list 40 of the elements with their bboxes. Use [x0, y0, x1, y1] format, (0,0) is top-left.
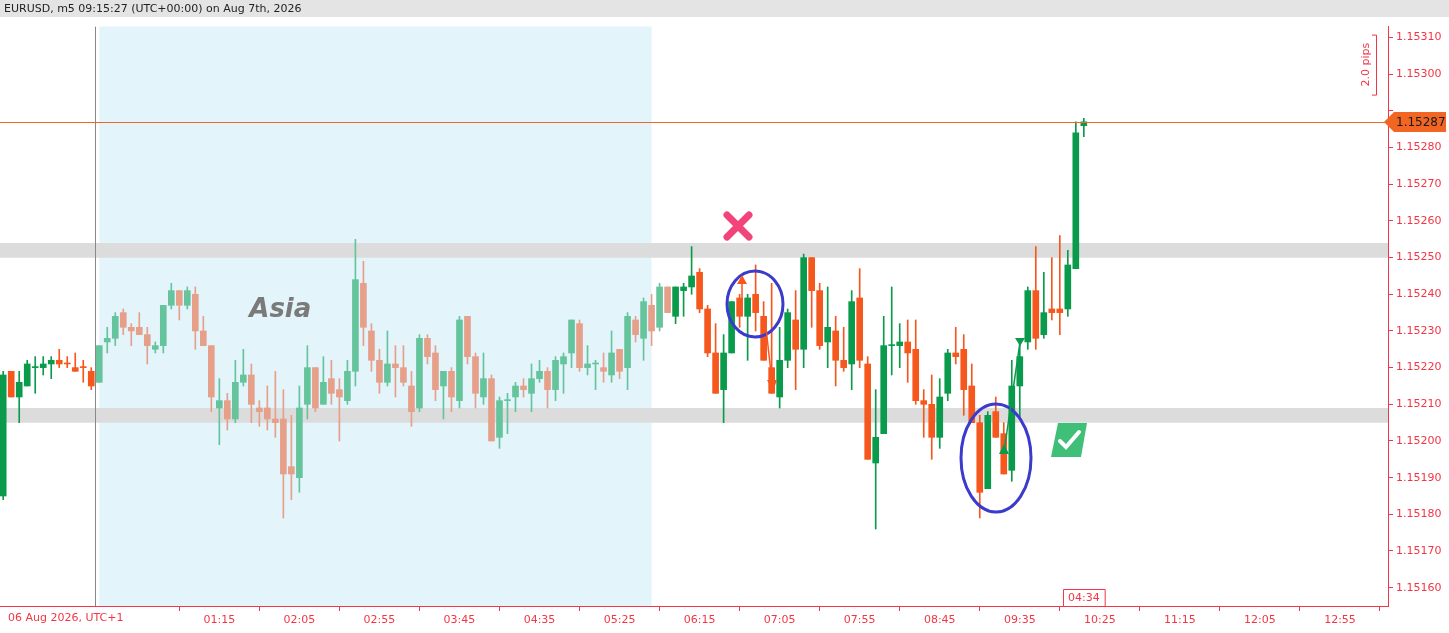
candlestick	[824, 286, 832, 368]
x-tick-label: 02:05	[283, 613, 316, 627]
annotation: 04:34	[1067, 590, 1100, 604]
band-label: Asia	[247, 293, 312, 324]
x-tick-label: 08:45	[923, 613, 956, 627]
y-tick-label: 1.15180	[1396, 507, 1442, 521]
candlestick	[216, 378, 223, 445]
text: 06 Aug 2026, UTC+1	[8, 610, 124, 624]
x-tick-label: 09:35	[1003, 613, 1036, 627]
x-tick-label: 12:05	[1244, 613, 1276, 627]
y-tick-label: 1.15230	[1396, 323, 1442, 337]
x-tick-label: 10:25	[1083, 613, 1116, 627]
x-tick-label: 12:55	[1324, 613, 1356, 627]
candlestick	[47, 356, 55, 379]
y-tick-label: 1.15210	[1396, 397, 1442, 411]
y-tick-label: 1.15300	[1396, 67, 1442, 81]
y-tick-label: 1.15160	[1396, 580, 1442, 594]
y-tick-label: 1.15220	[1396, 360, 1442, 374]
candlestick	[872, 389, 880, 530]
y-tick-label: 1.15270	[1396, 177, 1442, 191]
annotation: 2.0 pips	[1358, 42, 1372, 87]
y-tick-label: 1.15170	[1396, 543, 1442, 557]
x-tick-label: 07:05	[763, 613, 796, 627]
y-tick-label: 1.15200	[1396, 433, 1442, 447]
y-tick-label: 1.15190	[1396, 470, 1442, 484]
y-tick-label: 1.15240	[1396, 287, 1442, 301]
y-tick-label: 1.15280	[1396, 140, 1442, 154]
x-tick-label: 11:15	[1164, 613, 1196, 627]
x-tick-label: 06:15	[683, 613, 716, 627]
y-tick-label: 1.15260	[1396, 213, 1442, 227]
x-tick-label: 02:55	[363, 613, 396, 627]
x-tick-label: 07:55	[843, 613, 876, 627]
x-tick-label: 05:25	[603, 613, 636, 627]
x-tick-label: 01:15	[203, 613, 236, 627]
chart-title: EURUSD, m5 09:15:27 (UTC+00:00) on Aug 7th, 2026	[0, 0, 1449, 17]
y-tick-label: 1.15250	[1396, 250, 1442, 264]
ref-line-label: 1.15287	[1396, 115, 1446, 130]
y-tick-label: 1.15310	[1396, 30, 1442, 44]
x-tick-label: 04:35	[523, 613, 556, 627]
x-tick-label: 03:45	[443, 613, 476, 627]
